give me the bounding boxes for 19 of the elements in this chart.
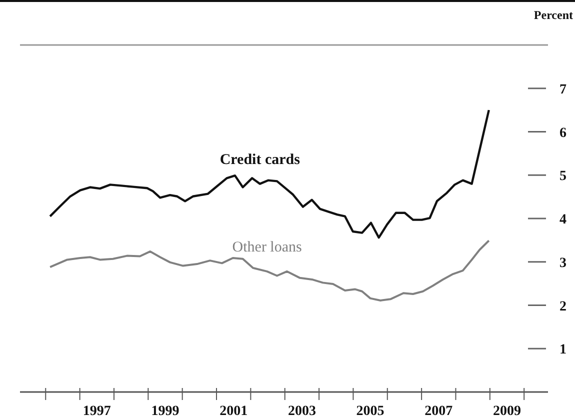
x-tick-label: 2001: [220, 404, 248, 419]
y-tick-label: 3: [560, 256, 566, 271]
x-tick-label: 2003: [288, 404, 316, 419]
y-tick-label: 7: [560, 82, 566, 98]
x-tick-label: 2009: [492, 404, 521, 419]
y-tick-label: 1: [560, 342, 566, 358]
y-tick-label: 4: [560, 212, 566, 228]
x-tick-label: 2007: [424, 404, 453, 419]
series-label: Credit cards: [220, 152, 300, 168]
x-tick-label: 1997: [82, 404, 111, 419]
y-tick-label: 5: [560, 169, 566, 184]
line-series: [48, 108, 490, 239]
x-tick-label: 1999: [151, 404, 180, 419]
x-tick-label: 2005: [356, 404, 384, 419]
y-tick-label: 2: [560, 299, 566, 314]
line-series: [49, 240, 490, 302]
y-axis-title: Percent: [534, 8, 573, 23]
series-label: Other loans: [232, 239, 302, 256]
y-tick-label: 6: [560, 126, 566, 141]
